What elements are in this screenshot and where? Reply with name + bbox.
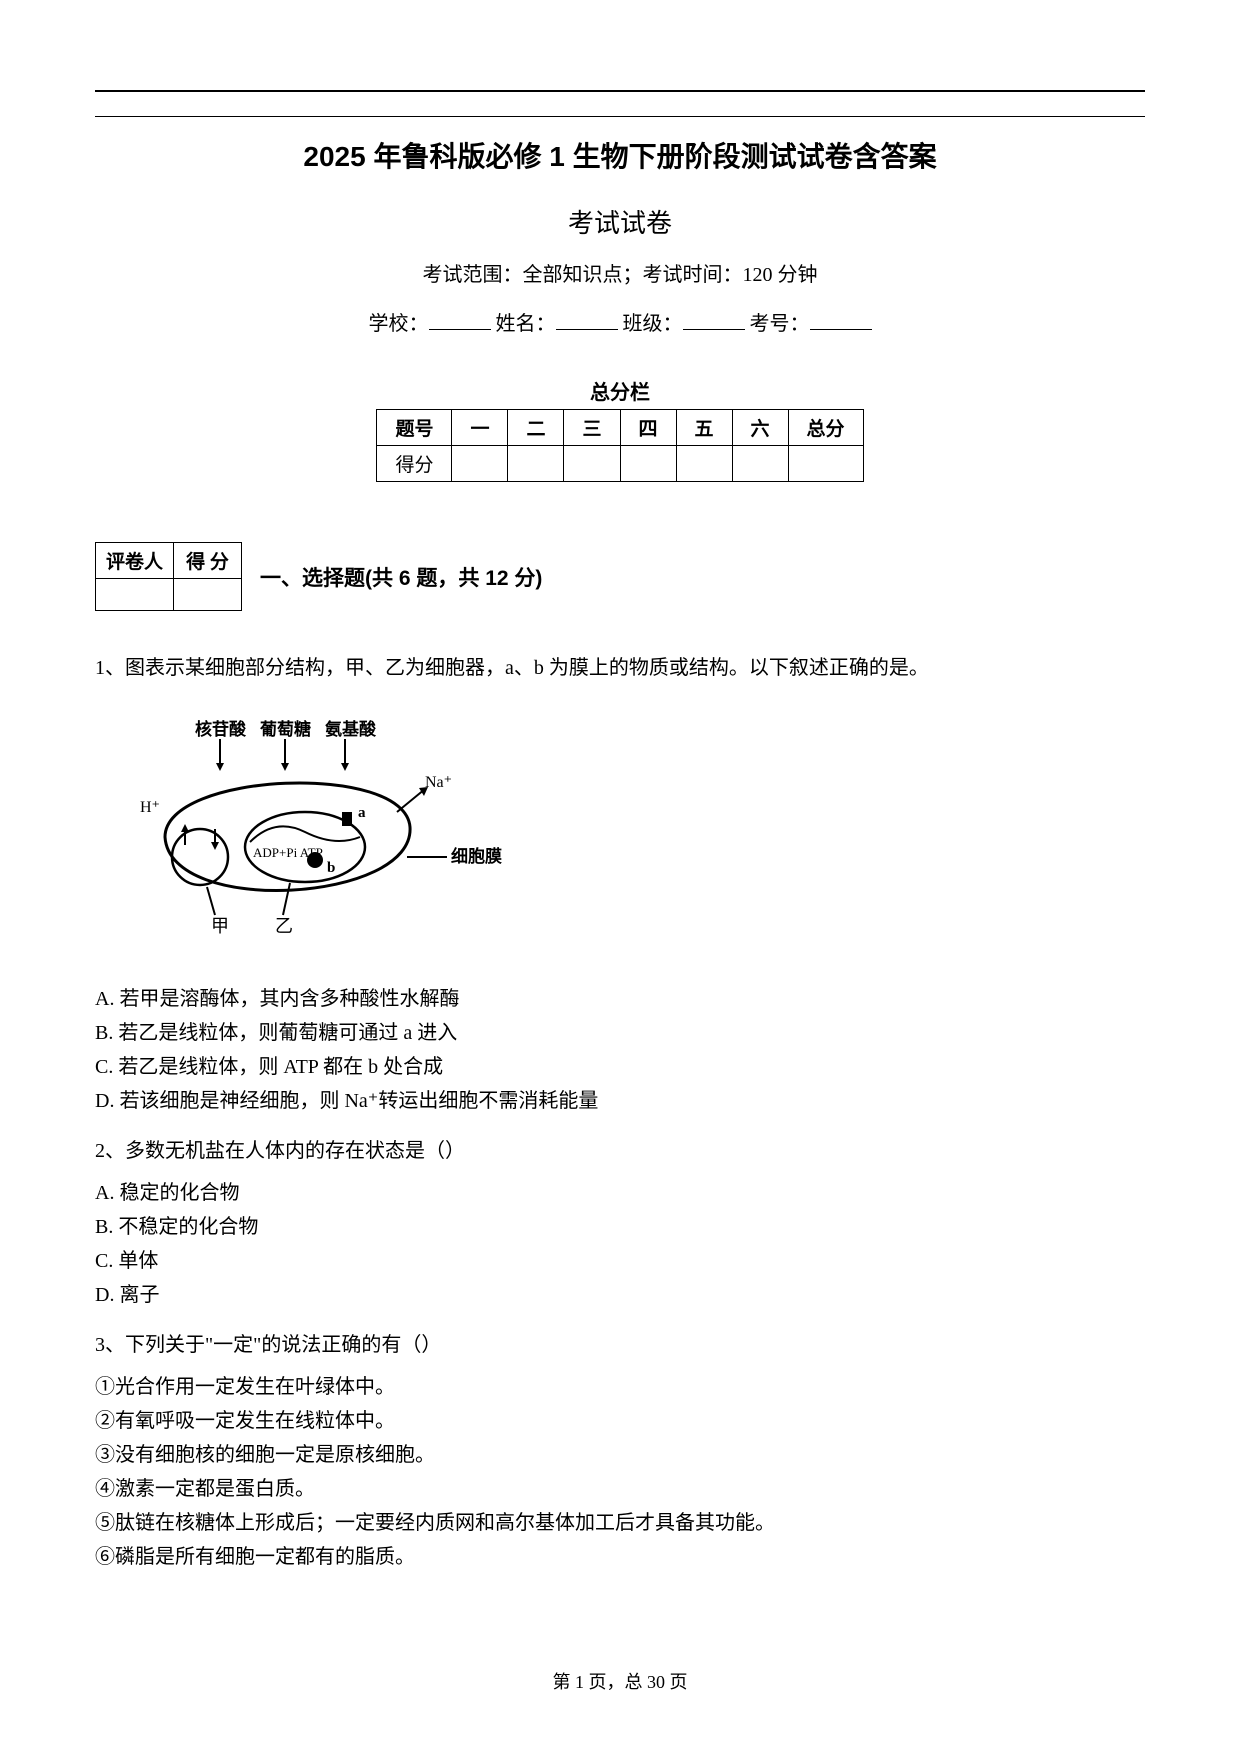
score-cell-2	[508, 446, 564, 482]
fig-b-label: b	[327, 860, 335, 876]
name-blank	[556, 310, 618, 330]
score-cell-6	[732, 446, 788, 482]
score-cell-total	[788, 446, 863, 482]
score-col-1: 一	[452, 410, 508, 446]
id-blank	[810, 310, 872, 330]
page-subtitle: 考试试卷	[95, 203, 1145, 240]
exam-minutes: 120	[743, 264, 773, 286]
score-cell-3	[564, 446, 620, 482]
cell-diagram-svg: 核苷酸 葡萄糖 氨基酸 Na⁺ H⁺	[135, 717, 515, 947]
fig-membrane-label: 细胞膜	[451, 846, 502, 866]
grader-col2: 得 分	[174, 543, 242, 579]
q2-optB: B. 不稳定的化合物	[95, 1210, 1145, 1244]
q2-optD: D. 离子	[95, 1278, 1145, 1312]
fig-na-arrowhead	[419, 787, 428, 796]
fig-a-label: a	[358, 805, 366, 821]
student-info-line: 学校： 姓名： 班级： 考号：	[95, 307, 1145, 336]
q2-optA: A. 稳定的化合物	[95, 1176, 1145, 1210]
q1-optB: B. 若乙是线粒体，则葡萄糖可通过 a 进入	[95, 1016, 1145, 1050]
grader-empty1	[96, 579, 174, 611]
jia-pointer	[207, 887, 215, 915]
fig-yi-label: 乙	[275, 916, 293, 936]
page-top-rule	[95, 90, 1145, 92]
page-inner-rule	[95, 116, 1145, 117]
cell-membrane	[165, 783, 410, 891]
yi-pointer	[283, 883, 290, 915]
score-table-header-row: 题号 一 二 三 四 五 六 总分	[377, 410, 863, 446]
id-label: 考号：	[750, 313, 810, 335]
q1-optD: D. 若该细胞是神经细胞，则 Na⁺转运出细胞不需消耗能量	[95, 1084, 1145, 1118]
score-col-2: 二	[508, 410, 564, 446]
question-1: 1、图表示某细胞部分结构，甲、乙为细胞器，a、b 为膜上的物质或结构。以下叙述正…	[95, 651, 1145, 1118]
q3-stem: 3、下列关于"一定"的说法正确的有（）	[95, 1328, 1145, 1362]
yi-inner-fold	[250, 826, 360, 842]
q3-s2: ②有氧呼吸一定发生在线粒体中。	[95, 1404, 1145, 1438]
jia-arrowhead-down	[211, 842, 219, 850]
class-label: 班级：	[623, 313, 683, 335]
question-2: 2、多数无机盐在人体内的存在状态是（） A. 稳定的化合物 B. 不稳定的化合物…	[95, 1134, 1145, 1312]
score-section-title: 总分栏	[95, 376, 1145, 405]
school-blank	[429, 310, 491, 330]
q2-stem: 2、多数无机盐在人体内的存在状态是（）	[95, 1134, 1145, 1168]
school-label: 学校：	[369, 313, 429, 335]
q3-s3: ③没有细胞核的细胞一定是原核细胞。	[95, 1438, 1145, 1472]
score-cell-1	[452, 446, 508, 482]
fig-na-label: Na⁺	[425, 774, 452, 791]
fig-h-label: H⁺	[140, 799, 160, 816]
score-col-6: 六	[732, 410, 788, 446]
section1-title: 一、选择题(共 6 题，共 12 分)	[260, 562, 542, 592]
score-row-label: 得分	[377, 446, 452, 482]
score-col-4: 四	[620, 410, 676, 446]
q1-stem: 1、图表示某细胞部分结构，甲、乙为细胞器，a、b 为膜上的物质或结构。以下叙述正…	[95, 651, 1145, 685]
class-blank	[683, 310, 745, 330]
q1-figure: 核苷酸 葡萄糖 氨基酸 Na⁺ H⁺	[135, 717, 1145, 958]
q2-optC: C. 单体	[95, 1244, 1145, 1278]
fig-label-nucleotide: 核苷酸	[195, 719, 247, 739]
score-table-value-row: 得分	[377, 446, 863, 482]
fig-jia-label: 甲	[211, 916, 229, 936]
score-table: 题号 一 二 三 四 五 六 总分 得分	[376, 409, 863, 482]
score-col-3: 三	[564, 410, 620, 446]
fig-label-glucose: 葡萄糖	[259, 719, 311, 739]
q3-s1: ①光合作用一定发生在叶绿体中。	[95, 1370, 1145, 1404]
grader-col1: 评卷人	[96, 543, 174, 579]
exam-info-prefix: 考试范围：全部知识点；考试时间：	[423, 264, 743, 286]
fig-na-arrow	[397, 789, 425, 812]
score-col-total: 总分	[788, 410, 863, 446]
score-cell-5	[676, 446, 732, 482]
exam-info-suffix: 分钟	[773, 264, 818, 286]
score-col-label: 题号	[377, 410, 452, 446]
fig-arrowhead-3	[341, 763, 349, 771]
exam-info: 考试范围：全部知识点；考试时间：120 分钟	[95, 258, 1145, 287]
grader-empty2	[174, 579, 242, 611]
q1-optC: C. 若乙是线粒体，则 ATP 都在 b 处合成	[95, 1050, 1145, 1084]
grader-table: 评卷人 得 分	[95, 542, 242, 611]
fig-arrowhead-1	[216, 763, 224, 771]
fig-atp-label: ADP+Pi ATP	[253, 845, 323, 860]
score-cell-4	[620, 446, 676, 482]
q3-s5: ⑤肽链在核糖体上形成后；一定要经内质网和高尔基体加工后才具备其功能。	[95, 1506, 1145, 1540]
q3-s6: ⑥磷脂是所有细胞一定都有的脂质。	[95, 1540, 1145, 1574]
jia-arrowhead-up	[181, 824, 189, 832]
q1-optA: A. 若甲是溶酶体，其内含多种酸性水解酶	[95, 982, 1145, 1016]
name-label: 姓名：	[496, 313, 556, 335]
question-3: 3、下列关于"一定"的说法正确的有（） ①光合作用一定发生在叶绿体中。 ②有氧呼…	[95, 1328, 1145, 1574]
fig-label-aa: 氨基酸	[325, 719, 377, 739]
page-footer: 第 1 页，总 30 页	[0, 1668, 1240, 1694]
section-header-row: 评卷人 得 分 一、选择题(共 6 题，共 12 分)	[95, 542, 1145, 611]
score-col-5: 五	[676, 410, 732, 446]
fig-arrowhead-2	[281, 763, 289, 771]
carrier-a	[342, 812, 352, 826]
q3-s4: ④激素一定都是蛋白质。	[95, 1472, 1145, 1506]
page-title: 2025 年鲁科版必修 1 生物下册阶段测试试卷含答案	[95, 135, 1145, 175]
